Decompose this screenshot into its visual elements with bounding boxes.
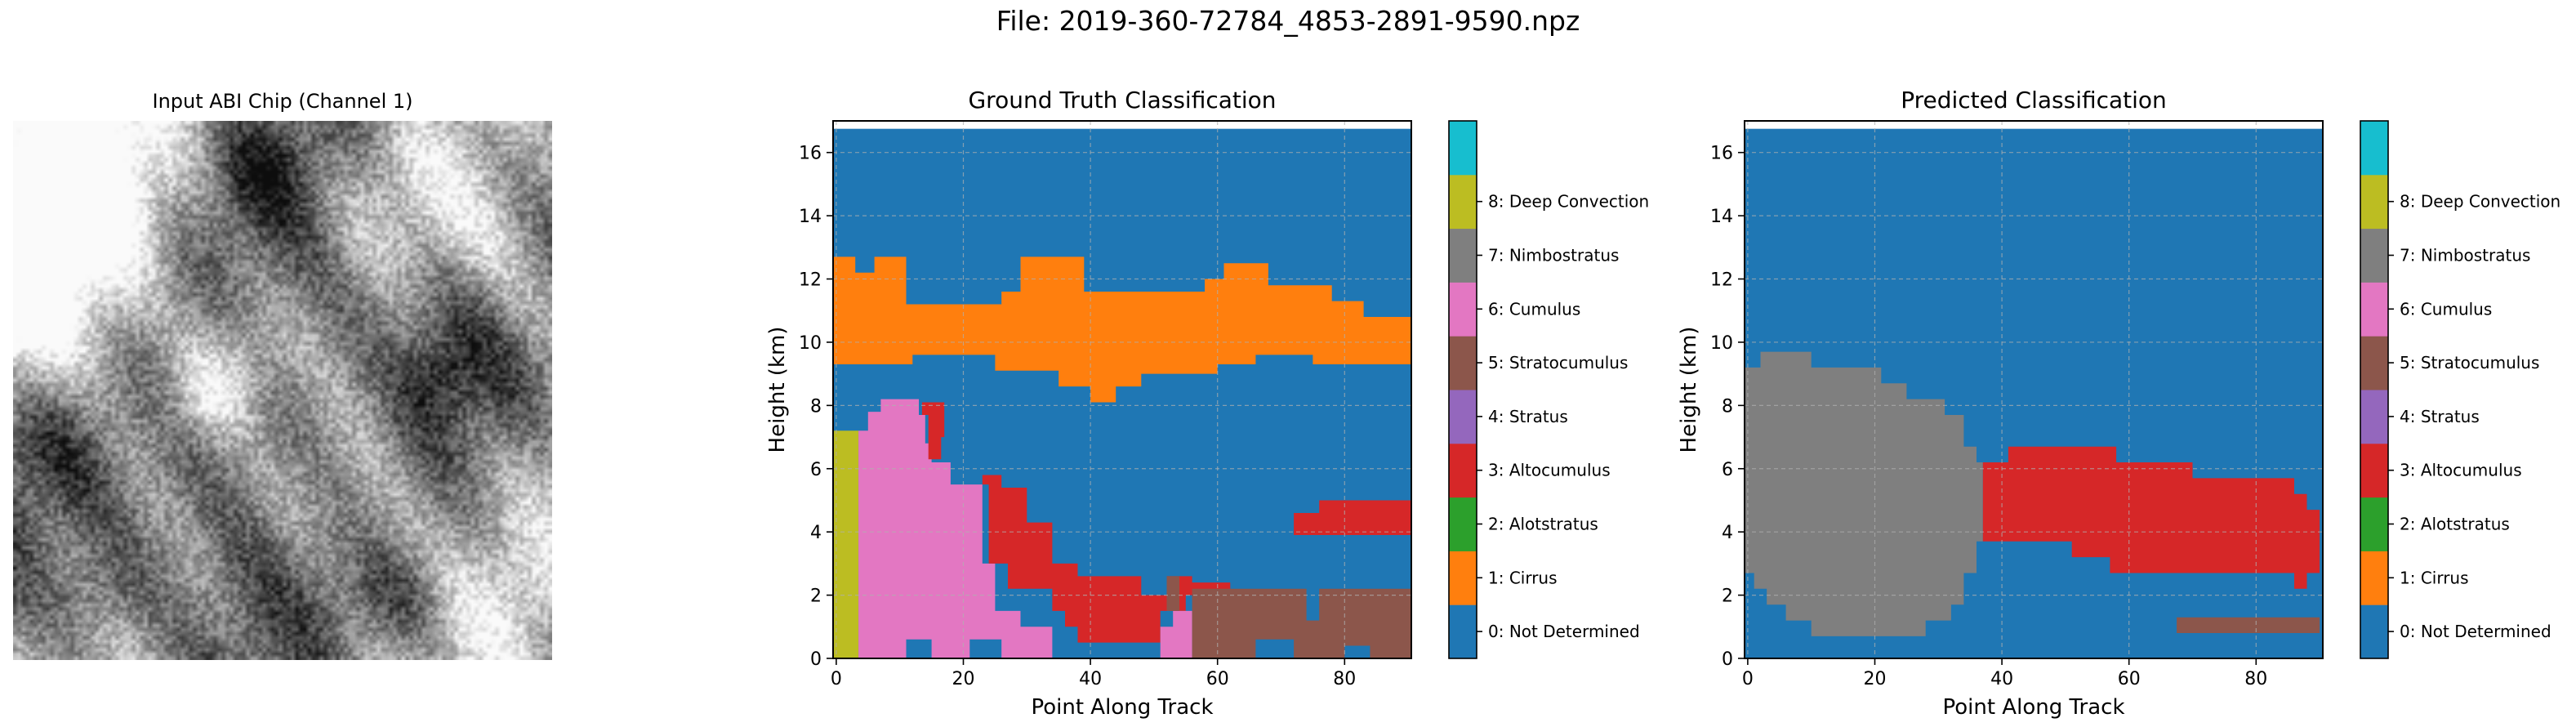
colorbar-segment: [2360, 390, 2388, 444]
colorbar-label: 6: Cumulus: [1488, 299, 1580, 319]
colorbar-frame: [2360, 120, 2389, 659]
colorbar-segment: [2360, 443, 2388, 498]
y-tick-label: 2: [810, 587, 822, 607]
y-tick-label: 12: [1710, 270, 1733, 291]
ground-truth-title: Ground Truth Classification: [968, 87, 1277, 114]
colorbar-label: 6: Cumulus: [2400, 299, 2492, 319]
colorbar-label: 5: Stratocumulus: [1488, 353, 1628, 372]
colorbar-segment: [1449, 336, 1477, 390]
x-tick-label: 80: [1333, 669, 1356, 689]
x-axis-label: Point Along Track: [1942, 695, 2124, 720]
colorbar-segment: [2360, 604, 2388, 659]
colorbar-segment: [1449, 604, 1477, 659]
x-axis-label: Point Along Track: [1031, 695, 1213, 720]
colorbar-label: 4: Stratus: [2400, 407, 2480, 426]
y-tick-label: 6: [810, 460, 822, 480]
y-tick-label: 10: [799, 333, 822, 354]
colorbar-segment: [2360, 282, 2388, 337]
y-tick-label: 4: [810, 523, 822, 543]
y-axis-label: Height (km): [765, 327, 790, 453]
colorbar-segment: [2360, 497, 2388, 551]
axes-frame: [832, 120, 1412, 659]
y-tick-label: 6: [1722, 460, 1733, 480]
colorbar-label: 7: Nimbostratus: [1488, 246, 1619, 265]
y-tick-label: 16: [799, 144, 822, 164]
colorbar-label: 2: Alotstratus: [1488, 515, 1598, 534]
x-tick-label: 40: [1990, 669, 2013, 689]
colorbar-segment: [1449, 174, 1477, 230]
region-deep-convection-1: [833, 430, 859, 658]
colorbar-segment: [1449, 497, 1477, 551]
region-stratocumulus-7: [1166, 576, 1179, 611]
colorbar-label: 8: Deep Convection: [1488, 192, 1649, 212]
region-cirrus-0: [833, 256, 1411, 403]
figure-suptitle: File: 2019-360-72784_4853-2891-9590.npz: [996, 5, 1580, 37]
x-tick-label: 60: [2118, 669, 2141, 689]
colorbar-label: 0: Not Determined: [1488, 622, 1640, 641]
y-tick-label: 0: [810, 649, 822, 670]
colorbar-segment: [2360, 121, 2388, 176]
y-tick-label: 0: [1722, 649, 1733, 670]
region-stratocumulus-8: [1192, 588, 1411, 658]
region-altocumulus-3: [921, 402, 945, 460]
colorbar-segment: [1449, 228, 1477, 283]
colorbar-label: 4: Stratus: [1488, 407, 1568, 426]
y-tick-label: 4: [1722, 523, 1733, 543]
x-tick-label: 60: [1206, 669, 1229, 689]
colorbar-label: 1: Cirrus: [2400, 568, 2469, 587]
colorbar-segment: [1449, 551, 1477, 605]
colorbar-frame: [1448, 120, 1477, 659]
x-tick-label: 0: [1742, 669, 1754, 689]
region-altocumulus-1: [1982, 446, 2320, 589]
input-chip-title: Input ABI Chip (Channel 1): [152, 90, 413, 113]
y-tick-label: 10: [1710, 333, 1733, 354]
y-tick-label: 12: [799, 270, 822, 291]
y-tick-label: 2: [1722, 587, 1733, 607]
x-tick-label: 20: [952, 669, 974, 689]
y-tick-label: 14: [1710, 207, 1733, 227]
y-axis-label: Height (km): [1677, 327, 1701, 453]
predicted-title: Predicted Classification: [1901, 87, 2167, 114]
colorbar-segment: [1449, 121, 1477, 176]
axes-frame: [1744, 120, 2324, 659]
colorbar-segment: [1449, 282, 1477, 337]
y-tick-label: 8: [810, 396, 822, 417]
colorbar-segment: [2360, 551, 2388, 605]
colorbar-label: 2: Alotstratus: [2400, 515, 2510, 534]
colorbar-segment: [1449, 443, 1477, 498]
region-cumulus-6: [1160, 610, 1192, 658]
colorbar-label: 0: Not Determined: [2400, 622, 2551, 641]
x-tick-label: 0: [831, 669, 842, 689]
colorbar-segment: [2360, 174, 2388, 230]
region-stratocumulus-2: [2177, 617, 2320, 633]
region-nimbostratus-0: [1745, 351, 1983, 636]
x-tick-label: 40: [1079, 669, 1102, 689]
abi-chip-image: [13, 121, 552, 660]
colorbar-label: 5: Stratocumulus: [2400, 353, 2539, 372]
ground-truth-heatmap: 0 20 40 60 80 0 2 4 6 8 10 12 14 16 Point Along Track H…: [765, 120, 1649, 720]
region-altocumulus-5: [1294, 500, 1411, 535]
colorbar-label: 3: Altocumulus: [2400, 461, 2522, 480]
colorbar-segment: [1449, 390, 1477, 444]
colorbar-label: 1: Cirrus: [1488, 568, 1558, 587]
colorbar-label: 7: Nimbostratus: [2400, 246, 2530, 265]
x-tick-label: 80: [2244, 669, 2267, 689]
x-tick-label: 20: [1863, 669, 1886, 689]
colorbar-segment: [2360, 228, 2388, 283]
y-tick-label: 8: [1722, 396, 1733, 417]
region-cumulus-2: [858, 399, 1053, 658]
colorbar-label: 3: Altocumulus: [1488, 461, 1611, 480]
colorbar-label: 8: Deep Convection: [2400, 192, 2560, 212]
colorbar-segment: [2360, 336, 2388, 390]
predicted-heatmap: 0 20 40 60 80 0 2 4 6 8 10 12 14 16 Point Along Track H…: [1677, 120, 2560, 720]
y-tick-label: 16: [1710, 144, 1733, 164]
y-tick-label: 14: [799, 207, 822, 227]
